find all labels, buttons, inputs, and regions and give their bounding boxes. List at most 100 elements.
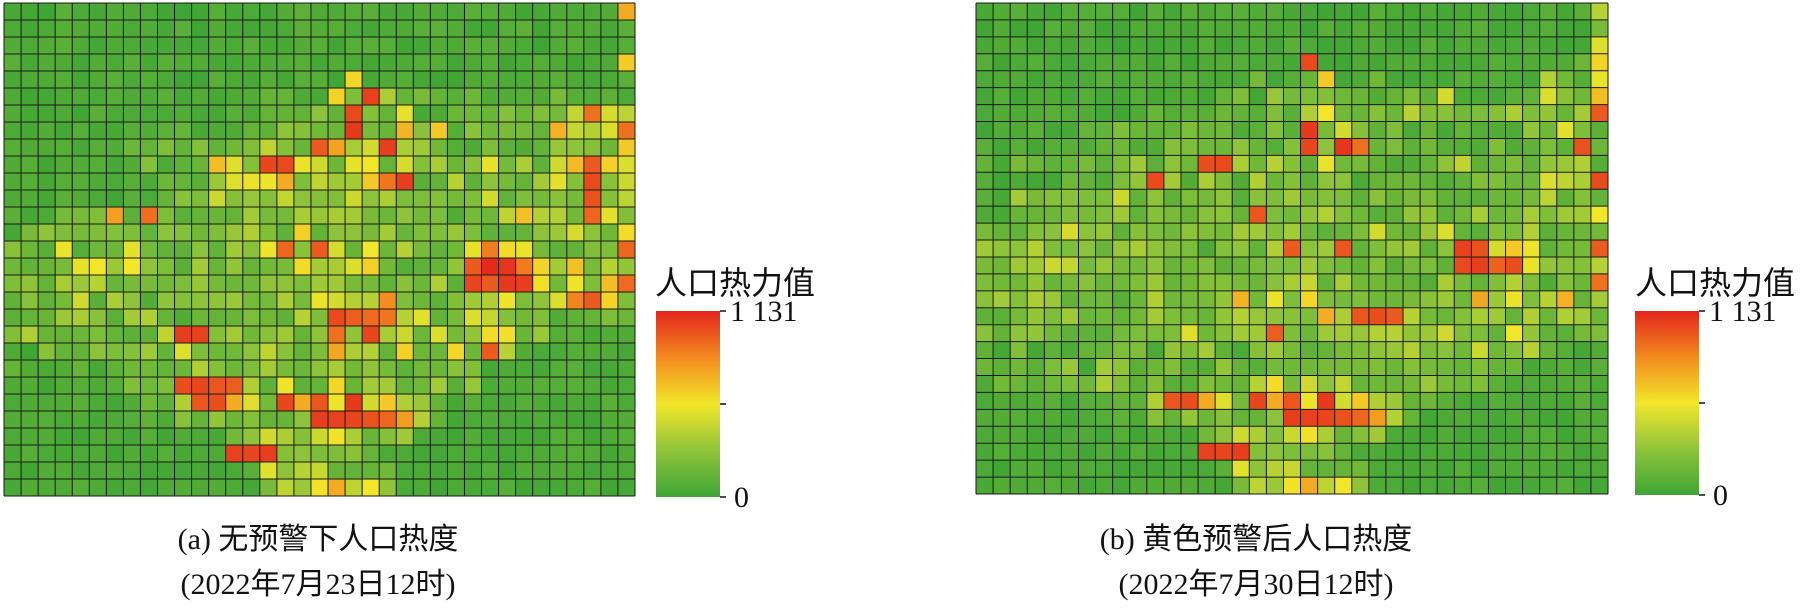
heatmap-cell <box>1334 223 1352 241</box>
heatmap-cell <box>362 309 380 327</box>
heatmap-cell <box>1129 36 1148 54</box>
heatmap-cell <box>328 377 346 395</box>
heatmap-cell <box>617 156 636 174</box>
heatmap-cell <box>1556 3 1575 21</box>
heatmap-cell <box>1522 70 1540 88</box>
heatmap-cell <box>1061 189 1079 207</box>
heatmap-cell <box>1437 460 1455 478</box>
heatmap-cell <box>1266 392 1284 410</box>
heatmap-cell <box>1539 358 1557 376</box>
heatmap-cell <box>362 394 380 412</box>
heatmap-cell <box>89 122 107 140</box>
heatmap-cell <box>259 37 278 55</box>
heatmap-cell <box>1129 256 1148 275</box>
heatmap-cell <box>225 122 243 140</box>
heatmap-cell <box>600 258 619 276</box>
heatmap-cell <box>123 326 141 344</box>
heatmap-cell <box>140 241 158 259</box>
heatmap-cell <box>1317 290 1335 308</box>
heatmap-cell <box>1010 409 1028 427</box>
heatmap-cell <box>1078 206 1096 224</box>
heatmap-cell <box>1573 155 1592 173</box>
heatmap-cell <box>464 479 482 497</box>
heatmap-cell <box>225 71 243 89</box>
heatmap-cell <box>191 224 209 242</box>
heatmap-cell <box>1368 477 1387 495</box>
heatmap-cell <box>1334 460 1352 478</box>
heatmap-cell <box>1300 172 1318 190</box>
heatmap-cell <box>1317 155 1335 173</box>
heatmap-cell <box>1522 341 1540 359</box>
heatmap-cell <box>1488 341 1506 359</box>
heatmap-cell <box>1180 477 1199 495</box>
heatmap-cell <box>1129 290 1148 308</box>
heatmap-cell <box>583 292 602 310</box>
heatmap-cell <box>123 479 141 497</box>
heatmap-cell <box>1505 460 1523 478</box>
heatmap-cell <box>379 445 397 463</box>
heatmap-cell <box>72 71 90 89</box>
heatmap-cell <box>1146 477 1165 495</box>
heatmap-cell <box>1163 19 1182 38</box>
heatmap-cell <box>1163 70 1182 88</box>
heatmap-cell <box>242 207 261 225</box>
heatmap-cell <box>1129 138 1148 156</box>
heatmap-cell <box>1317 443 1335 461</box>
heatmap-cell <box>1061 409 1079 427</box>
heatmap-cell <box>328 343 346 361</box>
heatmap-cell <box>123 377 141 395</box>
heatmap-cell <box>1522 409 1540 427</box>
heatmap-cell <box>1010 138 1028 156</box>
heatmap-cell <box>1129 409 1148 427</box>
heatmap-cell <box>379 122 397 140</box>
heatmap-cell <box>583 190 602 208</box>
heatmap-cell <box>259 292 278 310</box>
heatmap-cell <box>106 54 124 72</box>
heatmap-cell <box>413 105 431 123</box>
heatmap-cell <box>566 258 585 276</box>
heatmap-cell <box>413 275 431 293</box>
heatmap-cell <box>72 292 90 310</box>
heatmap-cell <box>106 360 124 378</box>
heatmap-cell <box>1300 53 1318 71</box>
heatmap-cell <box>1539 240 1557 258</box>
heatmap-cell <box>1351 3 1370 21</box>
heatmap-cell <box>413 377 431 395</box>
heatmap-cell <box>600 139 619 157</box>
heatmap-cell <box>1437 375 1455 393</box>
heatmap-cell <box>328 3 346 21</box>
heatmap-cell <box>464 360 482 378</box>
heatmap-cell <box>123 139 141 157</box>
heatmap-cell <box>1556 443 1575 461</box>
heatmap-cell <box>413 479 431 497</box>
heatmap-cell <box>208 275 226 293</box>
heatmap-cell <box>1266 189 1284 207</box>
heatmap-cell <box>481 343 499 361</box>
heatmap-cell <box>1198 104 1216 122</box>
heatmap-cell <box>72 309 90 327</box>
heatmap-cell <box>1010 460 1028 478</box>
heatmap-cell <box>976 155 994 173</box>
heatmap-cell <box>1027 240 1045 258</box>
heatmap-cell <box>1146 223 1165 241</box>
heatmap-cell <box>1454 121 1472 139</box>
heatmap-cell <box>1215 409 1233 427</box>
heatmap-cell <box>1590 240 1609 258</box>
heatmap-cell <box>72 326 90 344</box>
heatmap-cell <box>225 343 243 361</box>
heatmap-cell <box>1471 443 1489 461</box>
heatmap-cell <box>1385 53 1404 71</box>
heatmap-cell <box>532 173 550 191</box>
heatmap-cell <box>993 392 1011 410</box>
heatmap-cell <box>1112 358 1130 376</box>
heatmap-cell <box>1061 341 1079 359</box>
heatmap-cell <box>89 309 107 327</box>
heatmap-cell <box>310 122 329 140</box>
heatmap-cell <box>1437 341 1455 359</box>
heatmap-cell <box>1403 477 1421 495</box>
heatmap-cell <box>208 394 226 412</box>
heatmap-cell <box>447 377 465 395</box>
heatmap-cell <box>1488 426 1506 444</box>
heatmap-cell <box>106 428 124 446</box>
heatmap-cell <box>21 479 39 497</box>
